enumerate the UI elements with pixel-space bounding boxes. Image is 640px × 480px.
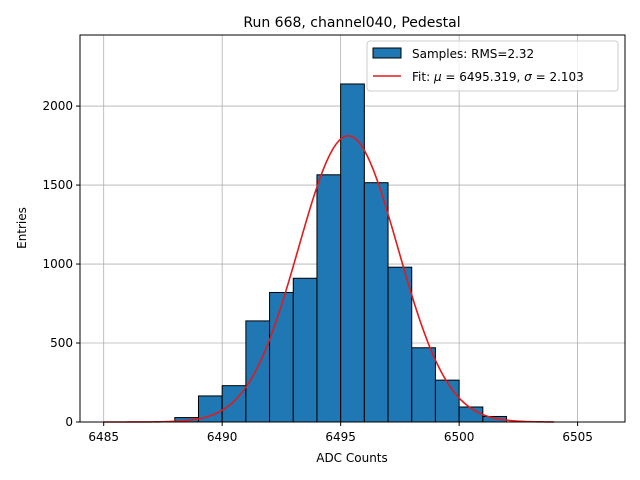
chart-title: Run 668, channel040, Pedestal bbox=[243, 15, 460, 31]
histogram-bar bbox=[269, 291, 294, 423]
histogram-bar bbox=[363, 182, 389, 423]
histogram-bar bbox=[292, 277, 318, 423]
histogram-bar bbox=[434, 379, 460, 423]
x-tick-label: 6500 bbox=[444, 430, 475, 444]
histogram-bar bbox=[458, 406, 484, 423]
fit-curve bbox=[103, 134, 554, 423]
plot-frame bbox=[79, 34, 626, 423]
y-tick-label: 1000 bbox=[42, 257, 73, 271]
y-tick-label: 1500 bbox=[42, 178, 73, 192]
legend-fit-sigma-symbol: σ bbox=[524, 70, 532, 84]
histogram-bar bbox=[411, 347, 436, 423]
histogram-bar bbox=[387, 266, 413, 423]
legend: Samples: RMS=2.32 Fit: μ = 6495.319, σ =… bbox=[366, 40, 619, 92]
y-tick-label: 0 bbox=[65, 415, 73, 429]
legend-fit-mu-symbol: μ bbox=[433, 70, 442, 84]
x-axis: 6485 6490 6495 6500 6505 bbox=[88, 422, 593, 444]
legend-fit-label: Fit: μ = 6495.319, σ = 2.103 bbox=[412, 70, 584, 84]
x-axis-label: ADC Counts bbox=[316, 451, 388, 465]
y-tick-label: 2000 bbox=[42, 99, 73, 113]
bars bbox=[174, 83, 508, 423]
histogram-bar bbox=[316, 174, 342, 423]
histogram-bar bbox=[245, 320, 271, 423]
legend-fit-prefix: Fit: bbox=[412, 70, 434, 84]
histogram-bar bbox=[340, 83, 365, 423]
fit-curve-layer bbox=[103, 134, 554, 423]
x-tick-label: 6490 bbox=[207, 430, 238, 444]
legend-fit-sigma-value: = 2.103 bbox=[532, 70, 584, 84]
x-tick-label: 6495 bbox=[325, 430, 356, 444]
x-tick-label: 6505 bbox=[562, 430, 593, 444]
legend-box bbox=[366, 40, 619, 92]
y-axis-label: Entries bbox=[15, 207, 29, 249]
y-tick-label: 500 bbox=[50, 336, 73, 350]
y-axis: 0 500 1000 1500 2000 bbox=[42, 99, 80, 429]
legend-samples-label: Samples: RMS=2.32 bbox=[412, 47, 534, 61]
legend-patch-swatch bbox=[372, 47, 402, 59]
legend-fit-mu-value: = 6495.319, bbox=[442, 70, 525, 84]
x-tick-label: 6485 bbox=[88, 430, 119, 444]
